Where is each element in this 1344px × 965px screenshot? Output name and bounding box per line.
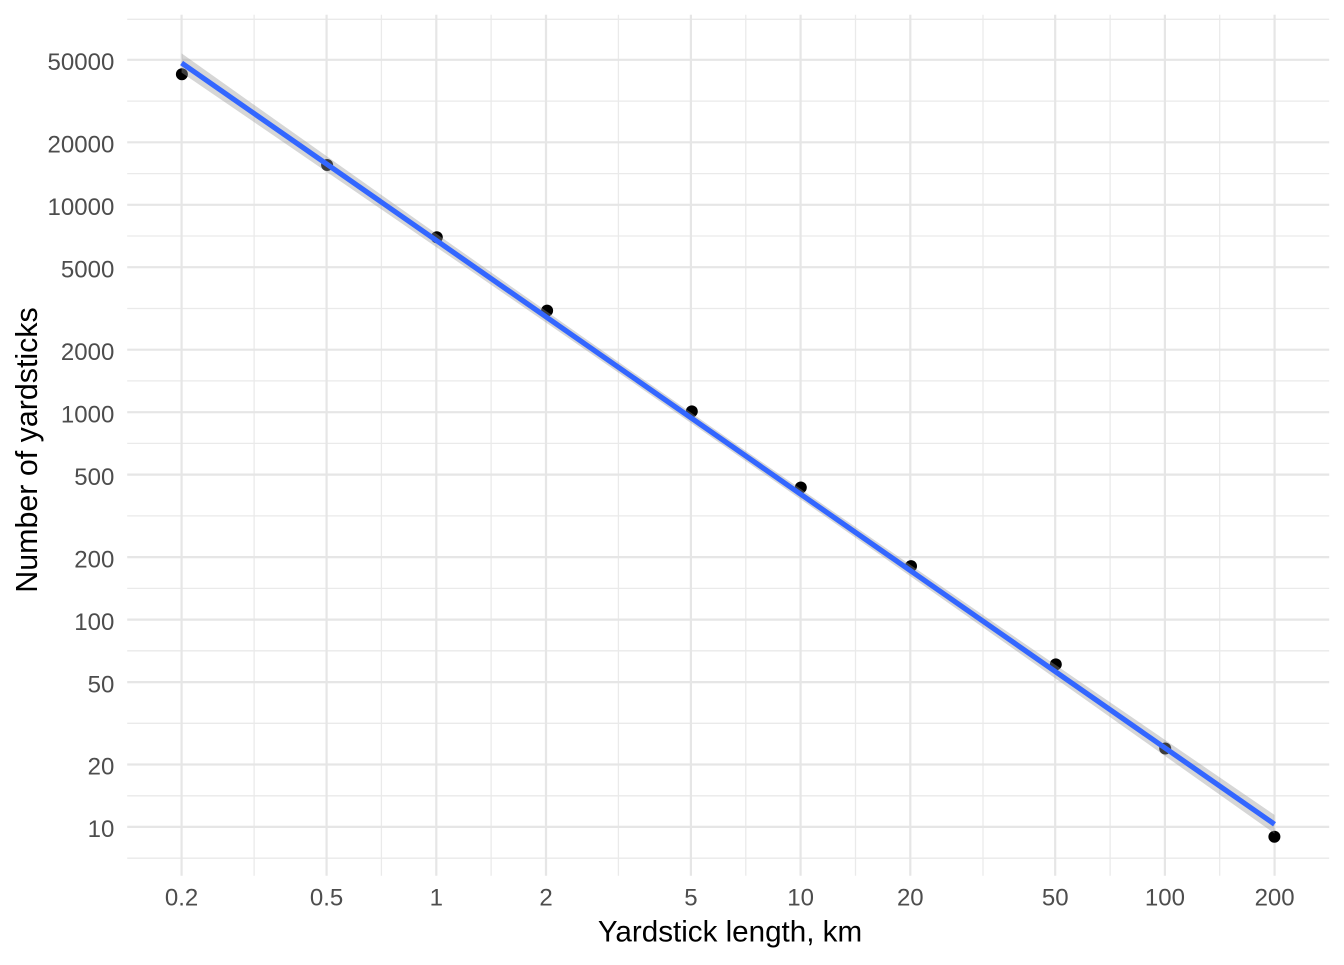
svg-text:200: 200 <box>1255 884 1295 911</box>
svg-text:20: 20 <box>897 884 924 911</box>
svg-text:0.5: 0.5 <box>310 884 343 911</box>
svg-text:20: 20 <box>88 754 115 781</box>
svg-text:50000: 50000 <box>48 49 115 76</box>
svg-text:20000: 20000 <box>48 132 115 159</box>
svg-text:100: 100 <box>1145 884 1185 911</box>
svg-text:500: 500 <box>74 464 114 491</box>
svg-text:1000: 1000 <box>61 401 114 428</box>
svg-text:10: 10 <box>88 816 115 843</box>
svg-text:100: 100 <box>74 609 114 636</box>
svg-text:50: 50 <box>88 671 115 698</box>
svg-text:50: 50 <box>1042 884 1069 911</box>
svg-text:10: 10 <box>787 884 814 911</box>
svg-text:2000: 2000 <box>61 339 114 366</box>
svg-text:Yardstick length, km: Yardstick length, km <box>598 915 862 948</box>
svg-text:2: 2 <box>539 884 552 911</box>
svg-text:0.2: 0.2 <box>165 884 198 911</box>
svg-text:Number of yardsticks: Number of yardsticks <box>10 307 44 592</box>
svg-text:5: 5 <box>684 884 697 911</box>
svg-text:5000: 5000 <box>61 256 114 283</box>
svg-text:10000: 10000 <box>48 194 115 221</box>
svg-text:1: 1 <box>430 884 443 911</box>
svg-text:200: 200 <box>74 546 114 573</box>
